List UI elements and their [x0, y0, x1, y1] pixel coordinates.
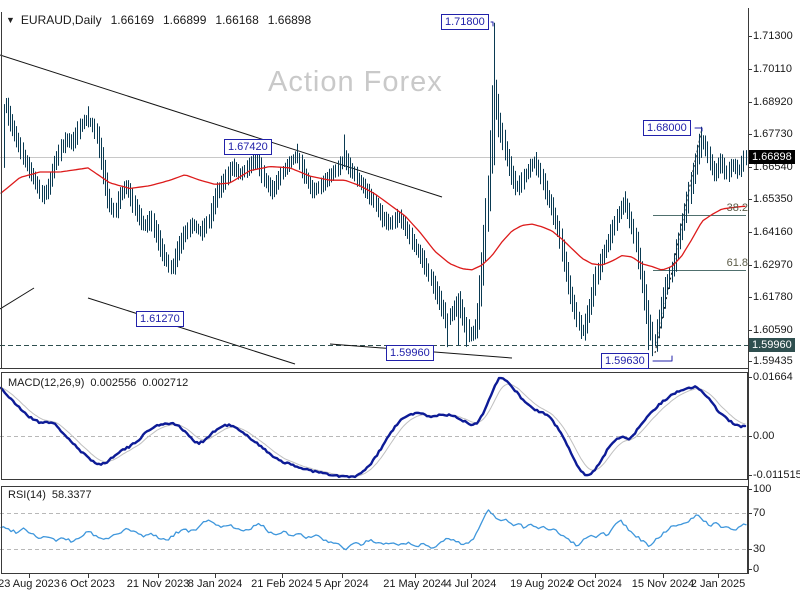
date-axis-label-8: 19 Aug 2024: [510, 578, 572, 590]
symbol-timeframe-label: EURAUD,Daily: [20, 13, 102, 27]
rsi-panel-border: [1, 486, 748, 574]
trendline-5: [654, 127, 703, 354]
price-annotation-1.67420[interactable]: 1.67420: [224, 139, 272, 155]
price-axis-label-1.65350: 1.65350: [753, 193, 793, 205]
rsi-axis-label-0: 0: [753, 563, 760, 575]
chart-title-bar: ▼ EURAUD,Daily 1.66169 1.66899 1.66168 1.6689…: [6, 13, 311, 27]
watermark: Action Forex: [268, 66, 443, 98]
price-axis-label-1.59435: 1.59435: [753, 355, 793, 367]
macd-indicator-label: MACD(12,26,9) 0.002556 0.002712: [8, 377, 194, 389]
date-axis-label-11: 2 Jan 2025: [690, 578, 746, 590]
annotation-connector-1.71800: [490, 21, 494, 27]
date-axis-label-9: 2 Oct 2024: [568, 578, 622, 590]
macd-value-main: 0.002556: [90, 377, 137, 389]
price-annotation-1.59960[interactable]: 1.59960: [386, 345, 434, 361]
rsi-axis-label-100: 100: [753, 483, 772, 495]
fib-level-label-61.8: 61.8: [726, 257, 748, 269]
price-axis-label-1.68920: 1.68920: [753, 96, 793, 108]
macd-main-line: [0, 376, 747, 479]
date-axis-label-1: 6 Oct 2023: [61, 578, 115, 590]
fib-level-label-38.2: 38.2: [726, 202, 748, 214]
date-axis-label-10: 15 Nov 2024: [631, 578, 695, 590]
date-axis-label-6: 21 May 2024: [383, 578, 447, 590]
symbol-dropdown-icon[interactable]: ▼: [6, 15, 15, 25]
date-axis-label-7: 4 Jul 2024: [445, 578, 497, 590]
quote-low: 1.66168: [215, 13, 259, 27]
date-axis-label-2: 21 Nov 2023: [126, 578, 190, 590]
current-price-tag: 1.66898: [749, 150, 795, 164]
date-axis-label-0: 23 Aug 2023: [0, 578, 60, 590]
rsi-name: RSI(14): [8, 489, 46, 501]
macd-panel-border: [1, 372, 748, 480]
macd-axis-label-0.01664: 0.01664: [753, 371, 793, 383]
macd-value-signal: 0.002712: [142, 377, 189, 389]
trendline-1: [0, 54, 443, 198]
annotation-connector-1.59630: [652, 355, 673, 362]
annotation-connector-1.68000: [694, 127, 703, 132]
macd-name: MACD(12,26,9): [8, 377, 85, 389]
level-price-tag: 1.59960: [749, 338, 795, 352]
quote-close: 1.66898: [267, 13, 312, 27]
price-annotation-1.61270[interactable]: 1.61270: [136, 311, 184, 327]
quote-open: 1.66169: [110, 13, 154, 27]
rsi-line: [0, 509, 747, 551]
date-axis-label-4: 21 Feb 2024: [251, 578, 313, 590]
date-axis-label-5: 5 Apr 2024: [315, 578, 369, 590]
price-axis-label-1.61780: 1.61780: [753, 291, 793, 303]
quote-high: 1.66899: [163, 13, 207, 27]
price-axis-label-1.70110: 1.70110: [753, 63, 792, 75]
rsi-axis-label-70: 70: [753, 507, 766, 519]
price-axis-label-1.66540: 1.66540: [753, 161, 793, 173]
macd-signal-line: [0, 383, 746, 477]
price-axis-label-1.60590: 1.60590: [753, 324, 793, 336]
price-axis-label-1.62970: 1.62970: [753, 259, 793, 271]
trendline-4: [0, 287, 35, 310]
rsi-indicator-label: RSI(14) 58.3377: [8, 489, 98, 501]
price-bars: [4, 22, 747, 357]
macd-axis-label--0.011515: -0.011515: [753, 469, 800, 481]
price-axis-label-1.67730: 1.67730: [753, 128, 793, 140]
moving-average-line: [0, 165, 746, 271]
rsi-axis-label-30: 30: [753, 543, 766, 555]
date-axis-label-3: 8 Jan 2024: [187, 578, 243, 590]
trendline-2: [87, 297, 296, 365]
price-annotation-1.71800[interactable]: 1.71800: [441, 14, 489, 30]
price-axis-label-1.64160: 1.64160: [753, 226, 793, 238]
price-annotation-1.59630[interactable]: 1.59630: [601, 353, 649, 369]
price-annotation-1.68000[interactable]: 1.68000: [643, 120, 691, 136]
price-axis-label-1.71300: 1.71300: [753, 30, 793, 42]
macd-axis-label-0.00: 0.00: [753, 430, 775, 442]
rsi-value: 58.3377: [51, 489, 92, 501]
